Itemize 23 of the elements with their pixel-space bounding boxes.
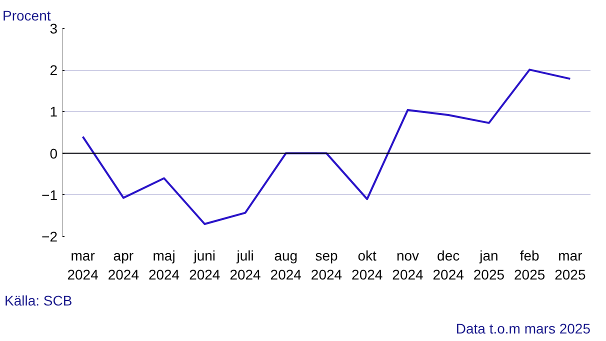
text: Källa: SCB	[4, 292, 72, 308]
x-tick-label: aug 2024	[270, 248, 302, 283]
x-tick-label: nov 2024	[392, 248, 424, 283]
x-tick-label: juli 2024	[230, 248, 262, 283]
x-tick-label: feb 2025	[514, 248, 546, 283]
y-tick-label: 2	[50, 62, 58, 78]
text: Data t.o.m mars 2025	[456, 320, 591, 336]
y-axis-title: Procent	[2, 8, 51, 24]
x-tick-label: apr 2024	[108, 248, 140, 283]
x-tick-label: maj 2024	[148, 248, 180, 283]
y-tick-label: −2	[42, 228, 58, 244]
x-tick-label: mar 2024	[67, 248, 99, 283]
x-tick-label: jan 2025	[473, 248, 505, 283]
y-tick-label: 1	[50, 104, 58, 120]
line-series	[82, 68, 572, 226]
x-tick-label: dec 2024	[432, 248, 464, 283]
x-tick-label: okt 2024	[352, 248, 383, 283]
x-tick-label: sep 2024	[310, 248, 342, 283]
y-tick-label: −1	[42, 186, 58, 203]
y-tick-label: 3	[50, 20, 58, 36]
y-tick-label: 0	[50, 145, 58, 162]
x-tick-label: juni 2024	[189, 248, 220, 283]
x-tick-label: mar 2025	[554, 248, 586, 283]
